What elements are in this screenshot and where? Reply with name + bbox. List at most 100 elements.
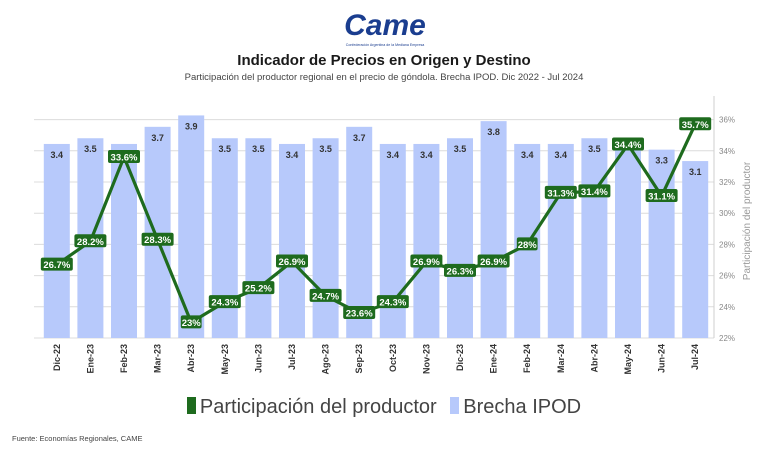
came-logo-wordmark: Came bbox=[344, 9, 426, 42]
line-value-label: 34.4% bbox=[615, 140, 642, 151]
line-label-box bbox=[645, 189, 678, 203]
bar bbox=[682, 161, 709, 338]
line-label-box bbox=[477, 254, 510, 268]
line-label-box bbox=[516, 237, 538, 251]
y-tick-label: 28% bbox=[719, 240, 735, 249]
line-label-box bbox=[74, 234, 107, 248]
bar-value-label: 3.5 bbox=[588, 144, 601, 154]
line-value-label: 26.9% bbox=[413, 257, 440, 268]
x-tick-label: Mar-24 bbox=[556, 344, 566, 373]
line-label-box bbox=[444, 263, 476, 277]
line-label-box bbox=[180, 315, 202, 329]
bar-value-label: 3.1 bbox=[689, 167, 702, 177]
x-tick-label: Feb-24 bbox=[522, 344, 532, 373]
line-label-box bbox=[242, 281, 275, 295]
chart-legend: Participación del productor Brecha IPOD bbox=[0, 396, 768, 419]
bar bbox=[178, 115, 205, 338]
line-value-label: 31.3% bbox=[547, 188, 574, 199]
line-value-label: 25.2% bbox=[245, 284, 272, 295]
legend-label-bar: Brecha IPOD bbox=[463, 396, 582, 418]
x-tick-label: Nov-23 bbox=[421, 344, 431, 374]
bar bbox=[413, 143, 440, 338]
line-label-box bbox=[544, 185, 577, 199]
line-label-box bbox=[40, 257, 73, 271]
x-tick-label: May-24 bbox=[623, 344, 633, 375]
x-tick-label: Dic-23 bbox=[455, 344, 465, 371]
x-tick-label: Feb-23 bbox=[119, 344, 129, 373]
x-tick-label: Jul-24 bbox=[690, 344, 700, 370]
bar bbox=[480, 121, 507, 338]
line-value-label: 26.9% bbox=[279, 257, 306, 268]
x-tick-label: Ago-23 bbox=[321, 344, 331, 375]
x-tick-label: Abr-24 bbox=[589, 344, 599, 373]
bar-value-label: 3.5 bbox=[84, 144, 97, 154]
line-value-label: 31.1% bbox=[648, 192, 675, 203]
x-tick-label: May-23 bbox=[220, 344, 230, 375]
bar-value-label: 3.5 bbox=[219, 144, 232, 154]
line-value-label: 28.3% bbox=[144, 235, 171, 246]
y-tick-label: 34% bbox=[719, 147, 735, 156]
bar-value-label: 3.4 bbox=[420, 150, 433, 160]
chart-title: Indicador de Precios en Origen y Destino bbox=[237, 52, 531, 69]
bar-value-label: 3.4 bbox=[51, 150, 64, 160]
came-logo: Came Confederación Argentina de la Media… bbox=[344, 9, 426, 47]
y-axis-label: Participación del productor bbox=[742, 161, 753, 280]
y-tick-label: 22% bbox=[719, 334, 735, 343]
line-label-box bbox=[410, 254, 443, 268]
line-value-label: 28.2% bbox=[77, 237, 104, 248]
bar-value-label: 3.3 bbox=[655, 156, 668, 166]
bar-value-label: 3.4 bbox=[387, 150, 400, 160]
bar bbox=[615, 138, 641, 338]
bar-value-label: 3.4 bbox=[521, 150, 534, 160]
line-label-box bbox=[276, 254, 308, 268]
bar bbox=[346, 126, 373, 338]
line-value-label: 24.7% bbox=[312, 291, 339, 302]
came-logo-tagline: Confederación Argentina de la Mediana Em… bbox=[346, 43, 425, 47]
line-value-label: 28% bbox=[518, 240, 538, 251]
line-label-box bbox=[141, 232, 174, 246]
line-label-box bbox=[612, 137, 644, 151]
x-tick-label: Jul-23 bbox=[287, 344, 297, 370]
bar bbox=[547, 143, 574, 338]
bar-value-label: 3.5 bbox=[454, 144, 467, 154]
x-tick-label: Dic-22 bbox=[52, 344, 62, 371]
source-note: Fuente: Economías Regionales, CAME bbox=[12, 434, 143, 443]
bar bbox=[581, 138, 608, 338]
y-tick-label: 24% bbox=[719, 303, 735, 312]
bar-value-label: 3.4 bbox=[286, 150, 299, 160]
line-label-box bbox=[343, 306, 376, 320]
bar bbox=[447, 138, 473, 338]
line-label-box bbox=[679, 117, 712, 131]
line-value-label: 26.9% bbox=[480, 257, 507, 268]
x-tick-label: Mar-23 bbox=[153, 344, 163, 373]
bar bbox=[111, 143, 137, 338]
legend-item-bar: Brecha IPOD bbox=[450, 396, 581, 419]
bar-value-label: 3.5 bbox=[319, 144, 332, 154]
x-tick-label: Ene-23 bbox=[85, 344, 95, 374]
line-value-label: 35.7% bbox=[682, 120, 709, 131]
line-value-label: 31.4% bbox=[581, 187, 608, 198]
y-tick-label: 26% bbox=[719, 272, 735, 281]
bar-value-label: 3.4 bbox=[555, 150, 568, 160]
bar-value-label: 3.9 bbox=[185, 121, 198, 131]
line-value-label: 26.3% bbox=[447, 266, 474, 277]
legend-item-line: Participación del productor bbox=[186, 396, 437, 419]
legend-label-line: Participación del productor bbox=[199, 396, 437, 418]
bar bbox=[379, 143, 406, 338]
line-value-label: 24.3% bbox=[379, 298, 406, 309]
legend-swatch-bar bbox=[450, 397, 460, 414]
line-value-label: 23% bbox=[182, 318, 202, 329]
line-value-label: 24.3% bbox=[211, 298, 238, 309]
line-value-label: 23.6% bbox=[346, 309, 373, 320]
line-value-label: 33.6% bbox=[111, 153, 138, 164]
bar bbox=[279, 143, 305, 338]
bar bbox=[43, 143, 70, 338]
line-label-box bbox=[309, 288, 342, 302]
x-tick-label: Jun-24 bbox=[657, 344, 667, 373]
y-tick-label: 36% bbox=[719, 116, 735, 125]
line-label-box bbox=[578, 184, 611, 198]
bar-value-label: 3.8 bbox=[487, 127, 500, 137]
bar-value-label: 3.7 bbox=[353, 133, 366, 143]
line-value-label: 26.7% bbox=[43, 260, 70, 271]
